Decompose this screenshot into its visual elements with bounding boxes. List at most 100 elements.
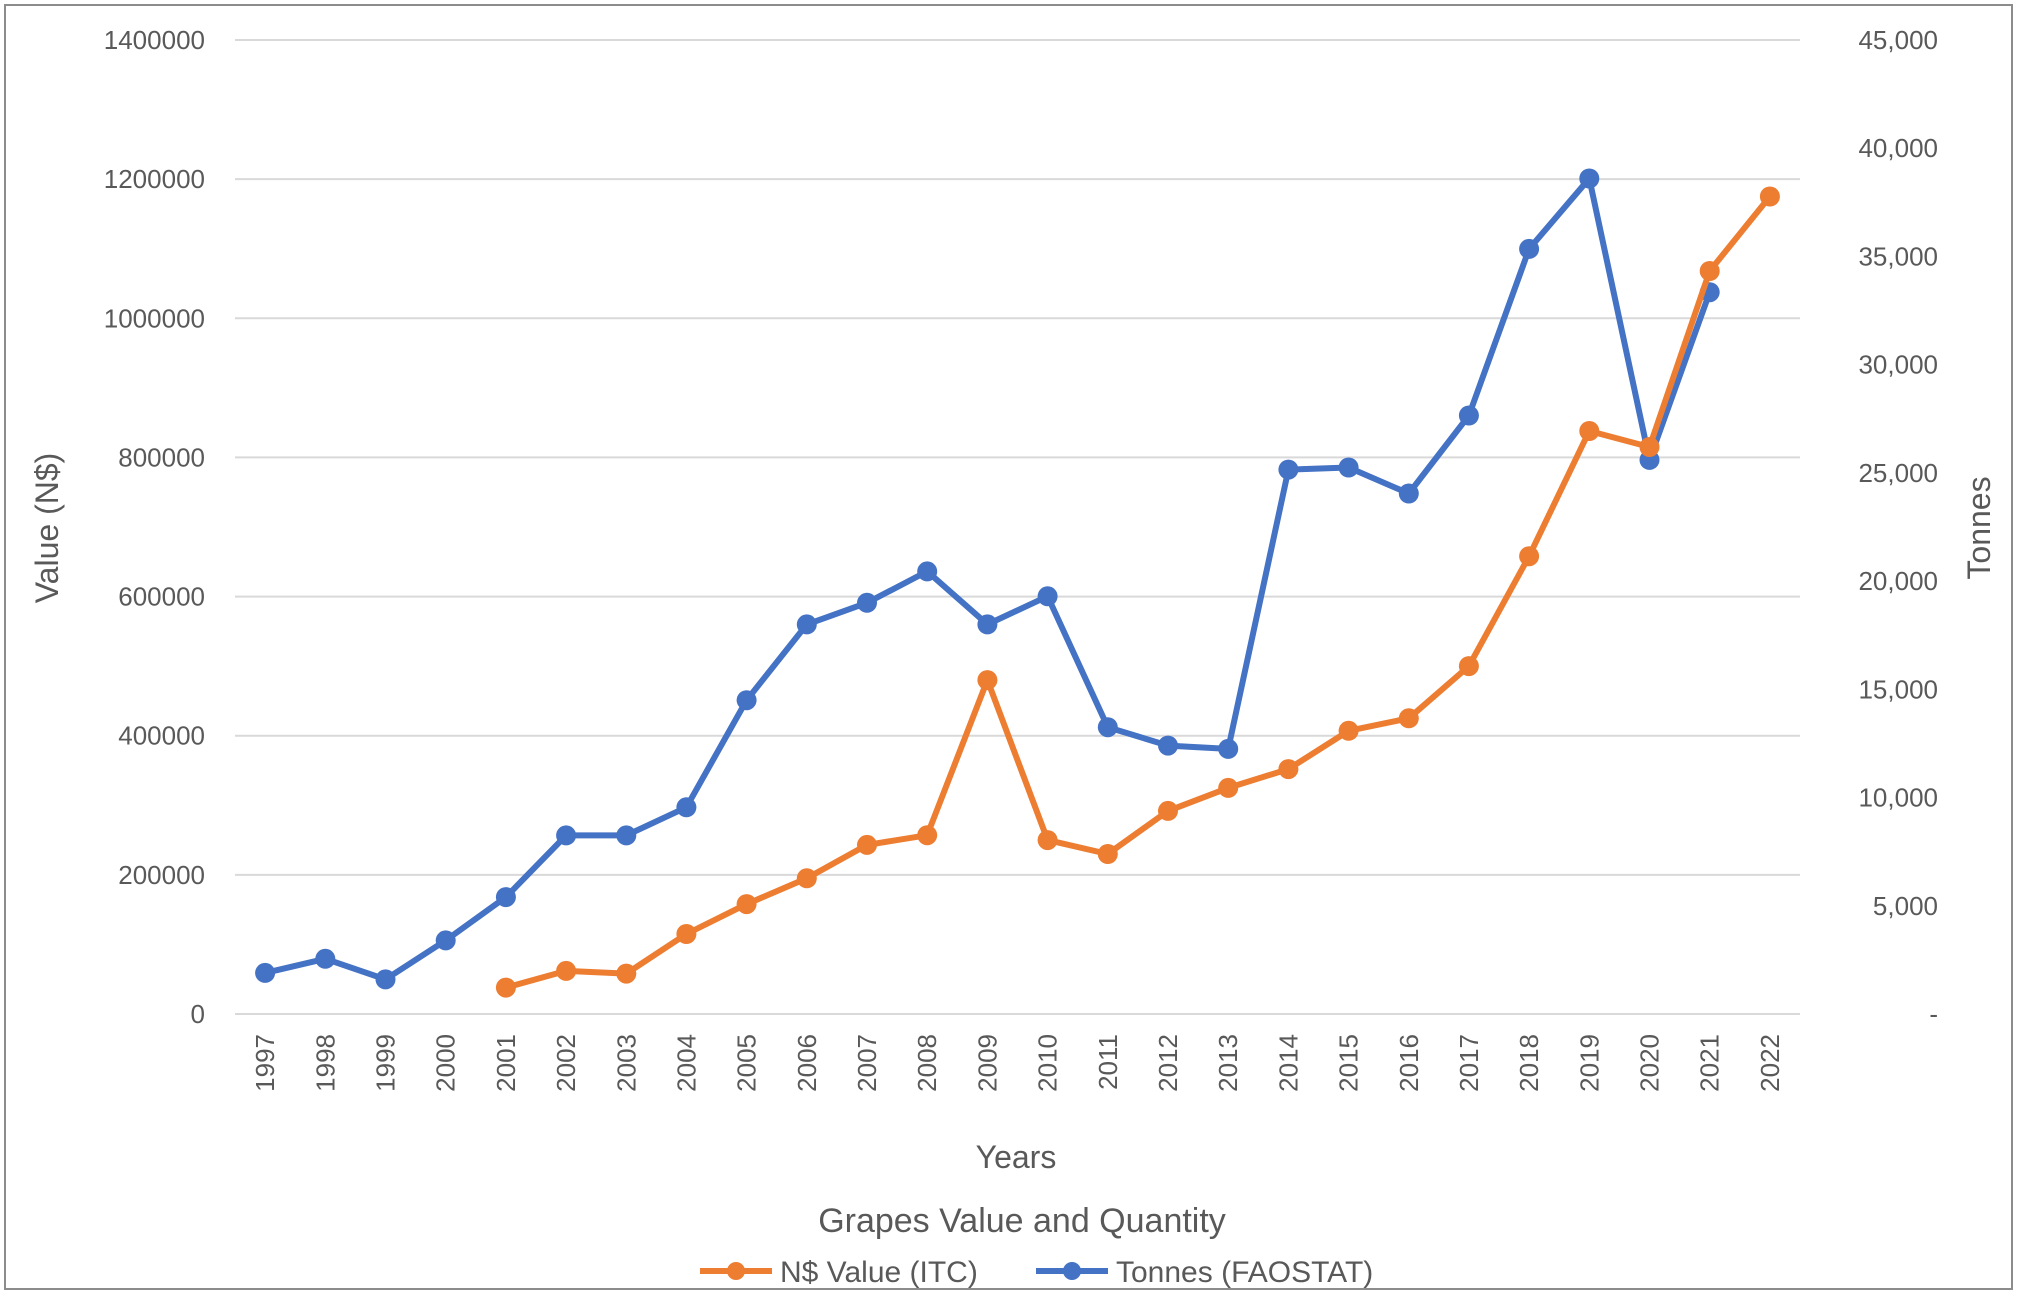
data-point (435, 930, 456, 951)
x-tick-label: 2008 (912, 1034, 942, 1092)
y2-tick-label: 45,000 (1858, 25, 1938, 55)
legend: N$ Value (ITC) Tonnes (FAOSTAT) (700, 1256, 1373, 1289)
legend-item-value: N$ Value (ITC) (700, 1256, 978, 1289)
data-point (1097, 844, 1118, 864)
x-tick-label: 2018 (1514, 1034, 1544, 1092)
data-point (977, 614, 998, 635)
series-line (262, 175, 1713, 983)
x-tick-label: 2020 (1635, 1034, 1665, 1092)
data-point (1338, 457, 1359, 478)
gridlines (235, 39, 1800, 1015)
data-point (1519, 238, 1540, 259)
x-tick-label: 2004 (671, 1034, 701, 1092)
y2-tick-label: 5,000 (1873, 891, 1938, 921)
x-tick-label: 1999 (370, 1034, 400, 1092)
data-point (556, 825, 577, 846)
x-tick-label: 2001 (491, 1034, 521, 1092)
y-tick-label: 1200000 (104, 164, 205, 194)
legend-label-value: N$ Value (ITC) (780, 1256, 978, 1289)
data-point (1158, 735, 1178, 756)
data-point (616, 825, 637, 846)
data-point (255, 962, 276, 983)
left-value-axis: 0 200000 400000 600000 800000 1000000 1200000 1… (104, 25, 205, 1029)
data-point (676, 924, 697, 944)
y2-tick-label: 30,000 (1858, 350, 1938, 380)
data-point (857, 834, 877, 855)
x-tick-label: 2011 (1093, 1034, 1123, 1090)
data-point (1639, 437, 1660, 457)
data-point (857, 592, 877, 613)
right-tonnes-axis: - 5,000 10,000 15,000 20,000 25,000 30,000 35,0… (1858, 25, 1938, 1029)
x-tick-label: 2002 (551, 1034, 581, 1092)
data-point (1579, 421, 1600, 441)
y2-tick-label: 35,000 (1858, 241, 1938, 271)
data-point (1218, 777, 1239, 798)
x-tick-label: 2012 (1153, 1034, 1183, 1092)
y-tick-label: 200000 (118, 860, 205, 890)
data-point (1579, 168, 1600, 189)
x-tick-label: 2000 (431, 1034, 461, 1092)
data-point (736, 894, 757, 915)
data-point (1519, 546, 1540, 567)
data-point (1158, 800, 1178, 821)
data-point (676, 797, 697, 818)
y2-axis-title: Tonnes (1961, 476, 1997, 579)
data-point (736, 690, 757, 711)
y-tick-label: 800000 (118, 442, 205, 472)
x-tick-label: 2014 (1273, 1034, 1303, 1092)
y-axis-title: Value (N$) (29, 453, 65, 604)
y-tick-label: 400000 (118, 721, 205, 751)
y2-tick-label: 25,000 (1858, 458, 1938, 488)
x-tick-label: 2013 (1213, 1034, 1243, 1092)
y2-tick-label: 10,000 (1858, 783, 1938, 813)
x-tick-label: 2016 (1394, 1034, 1424, 1092)
data-point (616, 963, 637, 984)
data-point (1398, 708, 1419, 729)
x-tick-label: 2009 (972, 1034, 1002, 1092)
chart-frame (4, 4, 2013, 1290)
data-point (375, 969, 396, 990)
series-layer (255, 168, 1780, 998)
x-tick-label: 1998 (310, 1034, 340, 1092)
x-tick-label: 1997 (250, 1034, 280, 1092)
data-point (1037, 830, 1058, 851)
y-tick-label: 1400000 (104, 25, 205, 55)
legend-marker-value (727, 1262, 745, 1280)
data-point (1037, 586, 1058, 607)
data-point (1338, 720, 1359, 741)
x-tick-label: 2017 (1454, 1034, 1484, 1092)
data-point (1398, 483, 1419, 504)
series-line (502, 193, 1773, 991)
data-point (1097, 717, 1118, 738)
year-axis: 1997 1998 1999 2000 2001 2002 2003 2004 2005 2006… (235, 1013, 1800, 1092)
y-tick-label: 0 (191, 999, 205, 1029)
x-tick-label: 2022 (1755, 1034, 1785, 1092)
data-point (1458, 656, 1479, 677)
data-point (1278, 459, 1299, 480)
series-tonnes (255, 168, 1720, 990)
data-point (1458, 405, 1479, 426)
chart-title: Grapes Value and Quantity (818, 1202, 1226, 1240)
x-tick-label: 2010 (1033, 1034, 1063, 1092)
data-point (1699, 261, 1720, 281)
data-point (1218, 738, 1239, 759)
x-tick-label: 2021 (1695, 1034, 1725, 1092)
x-tick-label: 2007 (852, 1034, 882, 1092)
y2-tick-label: 40,000 (1858, 133, 1938, 163)
x-axis-title: Years (976, 1139, 1057, 1175)
data-point (315, 948, 336, 969)
data-point (495, 977, 516, 998)
data-point (1759, 186, 1780, 207)
x-tick-label: 2019 (1574, 1034, 1604, 1092)
series-value (495, 186, 1780, 998)
legend-marker-tonnes (1063, 1262, 1081, 1280)
data-point (917, 825, 938, 846)
data-point (796, 868, 817, 889)
y-tick-label: 1000000 (104, 303, 205, 333)
y-tick-label: 600000 (118, 582, 205, 612)
y2-tick-label: 20,000 (1858, 566, 1938, 596)
legend-item-tonnes: Tonnes (FAOSTAT) (1036, 1256, 1373, 1289)
data-point (917, 561, 938, 582)
data-point (796, 614, 817, 635)
